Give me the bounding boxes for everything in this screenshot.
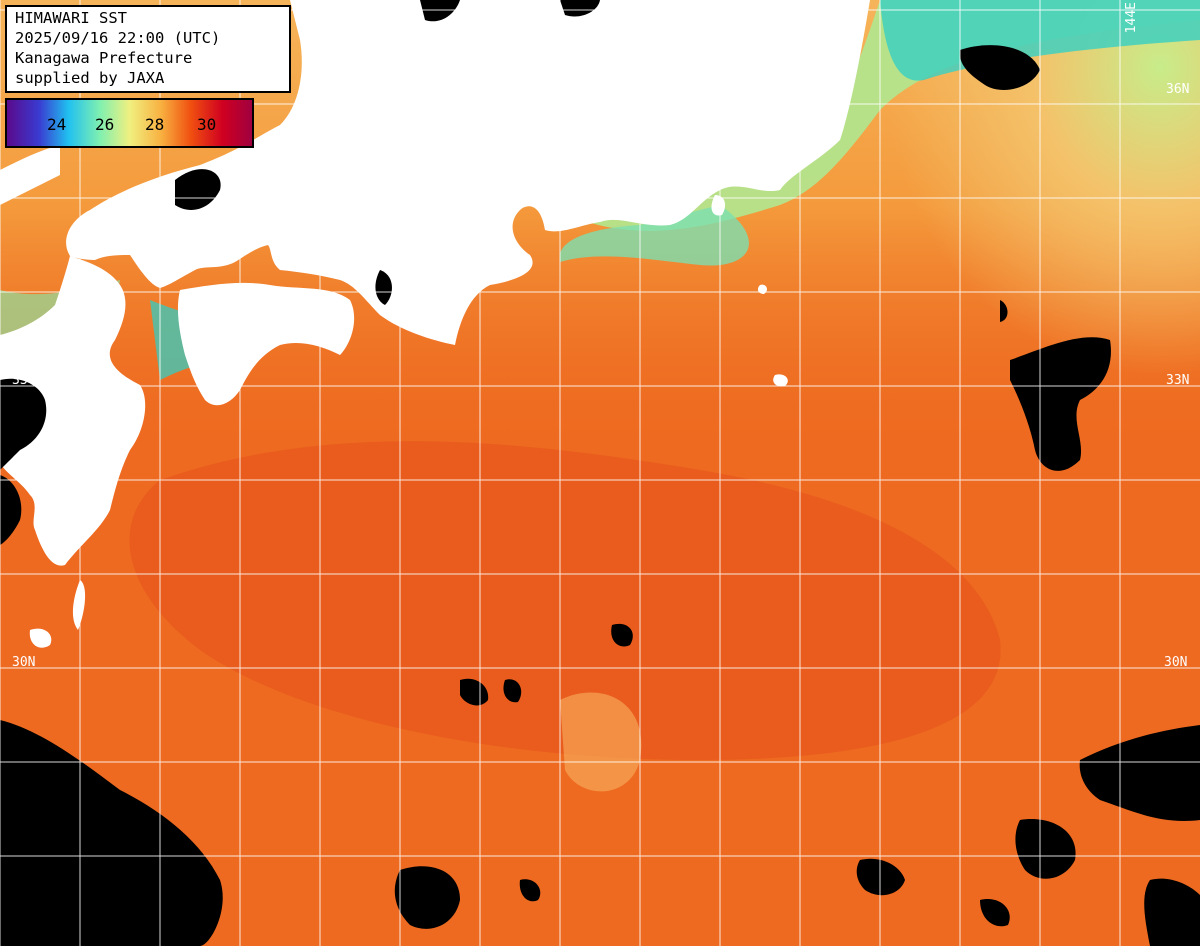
- legend-tick-24: 24: [47, 115, 67, 134]
- land-izu-oshima: [711, 195, 726, 216]
- land-honshu: [66, 0, 870, 345]
- lat-label-30n-right: 30N: [1164, 655, 1188, 670]
- publisher-name: Kanagawa Prefecture: [15, 49, 193, 67]
- ocean-warm-eddy: [560, 692, 642, 792]
- observation-datetime: 2025/09/16 22:00 (UTC): [15, 29, 221, 47]
- product-title: HIMAWARI SST: [15, 9, 127, 27]
- land-kyushu: [0, 256, 146, 566]
- color-scale-bar: [7, 100, 252, 146]
- color-scale-legend: 24 26 28 30: [5, 98, 254, 148]
- lon-label-136e: 136E: [483, 2, 498, 34]
- land-small-island: [773, 374, 788, 387]
- lon-label-144e: 144E: [1124, 2, 1139, 34]
- title-box: HIMAWARI SST 2025/09/16 22:00 (UTC) Kana…: [5, 5, 291, 93]
- coastal-cool-water: [540, 0, 1200, 231]
- legend-tick-30: 30: [197, 115, 217, 134]
- data-credit: supplied by JAXA: [15, 69, 165, 87]
- land-noto: [0, 145, 60, 205]
- legend-tick-26: 26: [95, 115, 115, 134]
- land-boso: [786, 139, 806, 167]
- land-tanegashima: [29, 628, 52, 648]
- lat-label-30n-left: 30N: [12, 655, 36, 670]
- land-yakushima: [72, 580, 86, 630]
- coastal-cool-strip: [559, 205, 749, 266]
- land-awaji: [372, 238, 400, 280]
- lat-label-33-left: 33: [12, 373, 28, 388]
- ocean-hot-core: [129, 441, 1001, 760]
- lat-label-33n-right: 33N: [1166, 373, 1190, 388]
- lat-label-36n: 36N: [1166, 82, 1190, 97]
- land-shikoku: [177, 282, 355, 406]
- legend-tick-28: 28: [145, 115, 165, 134]
